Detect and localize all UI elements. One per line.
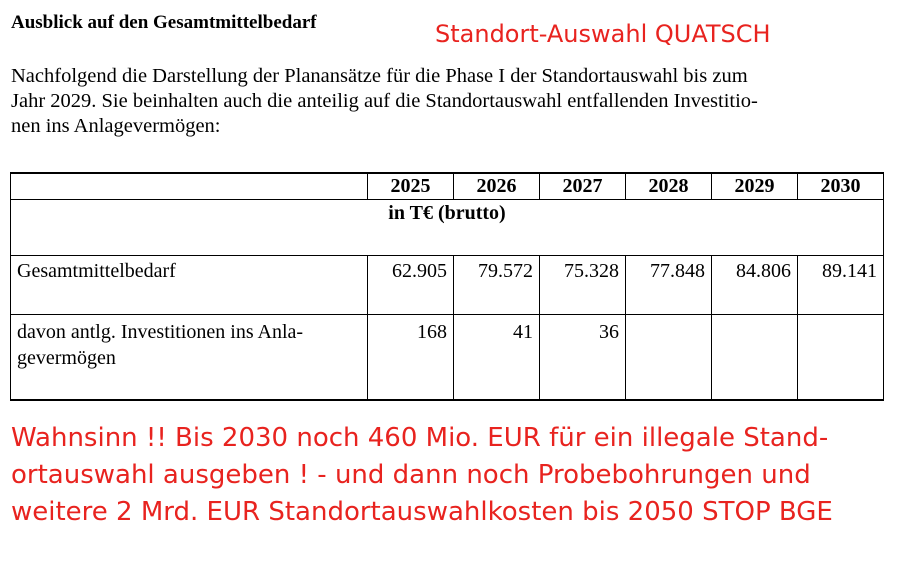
- section-heading: Ausblick auf den Gesamtmittelbedarf: [11, 12, 317, 33]
- comment-line: weitere 2 Mrd. EUR Standortauswahlkosten…: [11, 497, 833, 527]
- year-cell: 2028: [625, 172, 712, 200]
- year-header-row: 2025 2026 2027 2028 2029 2030: [10, 172, 884, 200]
- row-label-line: davon antlg. Investitionen ins Anla-: [17, 321, 304, 343]
- value-cell: 62.905: [367, 255, 454, 315]
- header-empty-cell: [10, 172, 368, 200]
- year-cell: 2027: [539, 172, 626, 200]
- annotation-comment: Wahnsinn !! Bis 2030 noch 460 Mio. EUR f…: [11, 420, 833, 531]
- table-row: davon antlg. Investitionen ins Anla-geve…: [10, 314, 884, 401]
- row-label: davon antlg. Investitionen ins Anla-geve…: [10, 314, 368, 401]
- value-cell: [625, 314, 712, 401]
- row-label-line: gevermögen: [17, 347, 116, 369]
- budget-table: 2025 2026 2027 2028 2029 2030 in T€ (bru…: [10, 172, 884, 401]
- unit-cell: in T€ (brutto): [10, 199, 884, 256]
- value-cell: 79.572: [453, 255, 540, 315]
- value-cell: 84.806: [711, 255, 798, 315]
- unit-row: in T€ (brutto): [10, 199, 884, 256]
- year-cell: 2030: [797, 172, 884, 200]
- comment-line: Wahnsinn !! Bis 2030 noch 460 Mio. EUR f…: [11, 423, 829, 453]
- value-cell: 36: [539, 314, 626, 401]
- year-cell: 2026: [453, 172, 540, 200]
- annotation-title: Standort-Auswahl QUATSCH: [435, 20, 771, 48]
- intro-line: Nachfolgend die Darstellung der Planansä…: [11, 65, 748, 87]
- intro-line: nen ins Anlagevermögen:: [11, 115, 221, 137]
- year-cell: 2029: [711, 172, 798, 200]
- value-cell: 89.141: [797, 255, 884, 315]
- value-cell: 168: [367, 314, 454, 401]
- value-cell: 41: [453, 314, 540, 401]
- intro-line: Jahr 2029. Sie beinhalten auch die antei…: [11, 90, 758, 112]
- intro-paragraph: Nachfolgend die Darstellung der Planansä…: [11, 64, 871, 139]
- value-cell: 75.328: [539, 255, 626, 315]
- comment-line: ortauswahl ausgeben ! - und dann noch Pr…: [11, 460, 811, 490]
- row-label: Gesamtmittelbedarf: [10, 255, 368, 315]
- table-row: Gesamtmittelbedarf 62.905 79.572 75.328 …: [10, 255, 884, 315]
- year-cell: 2025: [367, 172, 454, 200]
- value-cell: 77.848: [625, 255, 712, 315]
- value-cell: [797, 314, 884, 401]
- value-cell: [711, 314, 798, 401]
